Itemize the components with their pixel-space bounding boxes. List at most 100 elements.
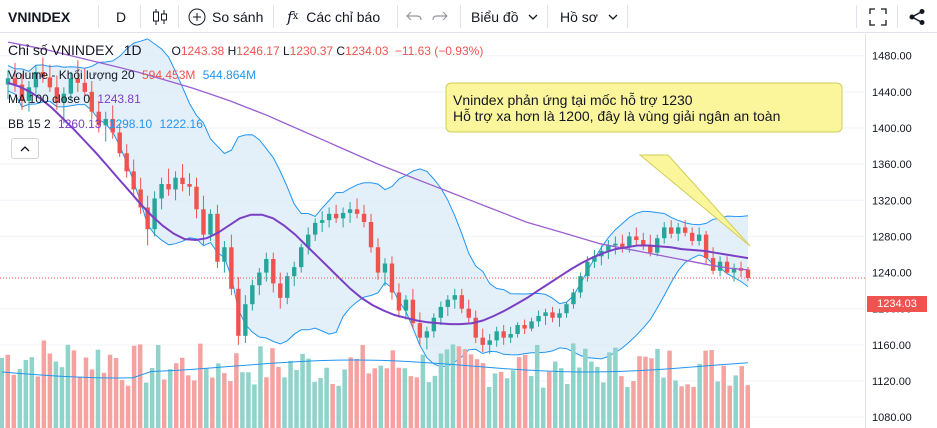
candle [501, 324, 506, 345]
candle [110, 105, 115, 139]
volume-bar [354, 358, 359, 428]
volume-bar [113, 358, 119, 428]
bollinger-upper-line [7, 38, 749, 305]
volume-bar [95, 349, 101, 428]
main-series-legend[interactable]: Chỉ số VNINDEX 1D O1243.38 H1246.17 L123… [8, 42, 483, 58]
candle [675, 222, 681, 241]
fullscreen-button[interactable] [869, 0, 887, 33]
volume-legend[interactable]: Volume - Khối lượng 20 594.453M 544.864M [8, 68, 256, 82]
candle [592, 249, 597, 269]
candle [578, 272, 583, 298]
volume-bar [420, 354, 426, 428]
candle [117, 123, 122, 157]
volume-bar [468, 354, 474, 428]
candle [173, 171, 178, 201]
close-value: 1234.03 [345, 44, 389, 58]
volume-bar [246, 372, 251, 428]
candle [571, 288, 576, 309]
candle [54, 75, 60, 110]
share-icon [908, 8, 926, 26]
bb-legend[interactable]: BB 15 2 1260.13 1298.10 1222.16 [8, 117, 203, 131]
candle [145, 195, 150, 246]
volume-bar [456, 346, 462, 428]
volume-bar [733, 375, 738, 428]
open-label: O [171, 44, 181, 58]
volume-bar [462, 349, 468, 428]
collapse-legend-button[interactable] [11, 138, 39, 159]
y-axis-tick-label: 1480.00 [872, 51, 912, 63]
candle [138, 177, 143, 214]
candle [5, 70, 11, 100]
candle [508, 326, 513, 344]
y-axis-tick-label: 1400.00 [872, 123, 912, 135]
volume-bar [125, 385, 131, 428]
volume-bar [703, 350, 708, 428]
bb-basis-value: 1260.13 [58, 117, 102, 131]
undo-button[interactable] [406, 0, 422, 33]
chart-type-dropdown[interactable]: Biểu đồ [471, 0, 538, 33]
interval-button[interactable]: D [116, 0, 126, 33]
symbol-label: VNINDEX [8, 8, 71, 25]
volume-bar [601, 382, 606, 428]
volume-bar [510, 370, 516, 428]
candle [152, 191, 157, 237]
close-label: C [336, 44, 346, 58]
redo-icon [432, 11, 448, 23]
volume-bar [715, 381, 720, 428]
divider [397, 5, 398, 28]
volume-bar [258, 346, 263, 428]
volume-bar [35, 376, 41, 428]
volume-bar [360, 345, 365, 428]
volume-bar [667, 350, 672, 428]
volume-bar [71, 350, 77, 428]
candle [103, 111, 108, 142]
volume-bar [252, 384, 257, 428]
volume-bar [5, 354, 11, 428]
volume-bar [559, 368, 564, 428]
chart-area[interactable]: 1480.00 1440.00 1400.00 1360.00 1320.00 1280.… [0, 34, 937, 428]
y-axis-tick-label: 1360.00 [872, 159, 912, 171]
volume-bar [504, 378, 510, 428]
candle [278, 272, 283, 309]
share-button[interactable] [908, 0, 926, 33]
symbol-search[interactable]: VNINDEX [8, 0, 70, 33]
candle [410, 288, 416, 329]
candle [166, 168, 171, 196]
undo-icon [406, 11, 422, 23]
y-axis-tick-label: 1240.00 [872, 268, 912, 280]
volume-bar [516, 357, 522, 428]
volume-bar [378, 365, 384, 428]
profile-dropdown[interactable]: Hồ sơ [560, 0, 618, 33]
annotation-text: Vnindex phản ứng tại mốc hỗ trợ 1230 Hỗ … [453, 92, 780, 124]
price-chart[interactable]: 1480.00 1440.00 1400.00 1360.00 1320.00 1280.… [0, 34, 937, 428]
candle [124, 144, 129, 178]
volume-bar [613, 347, 618, 428]
candle [61, 87, 67, 124]
compare-button[interactable]: So sánh [188, 0, 263, 33]
interval-label: D [116, 8, 127, 25]
compare-label: So sánh [212, 8, 264, 25]
ma-legend[interactable]: MA 100 close 0 1243.81 [8, 92, 141, 106]
y-axis-tick-label: 1080.00 [872, 412, 912, 424]
volume-bar [204, 367, 209, 428]
volume-bar [107, 354, 113, 428]
volume-bar [595, 366, 600, 428]
volume-bar [89, 369, 95, 428]
volume-bar [294, 369, 299, 428]
redo-button[interactable] [432, 0, 448, 33]
bollinger-band-fill [8, 38, 748, 367]
candle [689, 227, 695, 246]
volume-bar [546, 371, 552, 428]
candle [445, 295, 451, 316]
annotation-line1: Vnindex phản ứng tại mốc hỗ trợ 1230 [453, 92, 693, 108]
change-value: −11.63 (−0.93%) [394, 44, 484, 58]
volume-bar [432, 375, 438, 428]
candle [12, 62, 18, 92]
volume-bar [161, 379, 167, 428]
candle [641, 232, 646, 250]
candles-style-button[interactable] [152, 0, 168, 33]
candle [487, 334, 492, 354]
volume-bar [480, 363, 486, 428]
